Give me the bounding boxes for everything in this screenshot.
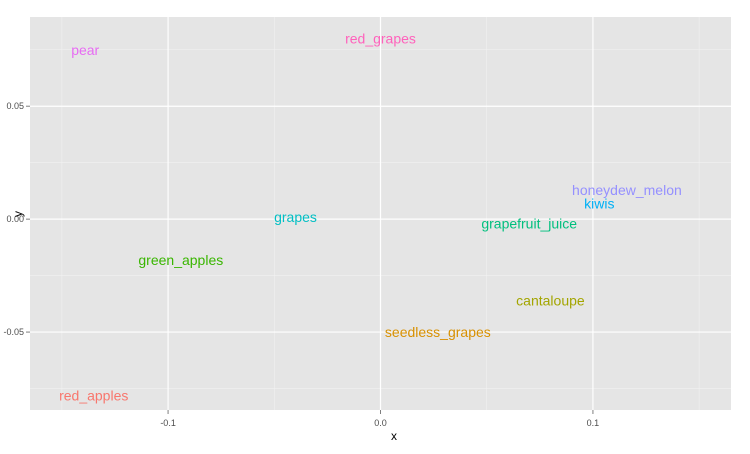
y-tick-label: -0.05 <box>3 327 24 337</box>
point-label-seedless-grapes: seedless_grapes <box>385 324 491 340</box>
x-tick-label: 0.0 <box>374 418 387 428</box>
x-axis-title: x <box>391 429 397 443</box>
point-label-honeydew-melon: honeydew_melon <box>572 182 682 198</box>
point-label-red-grapes: red_grapes <box>345 30 416 46</box>
point-label-grapefruit-juice: grapefruit_juice <box>481 216 577 232</box>
point-label-red-apples: red_apples <box>59 387 128 403</box>
point-label-grapes: grapes <box>274 209 317 225</box>
y-tick-label: 0.05 <box>6 101 24 111</box>
major-gridlines <box>30 17 731 410</box>
point-label-green-apples: green_apples <box>138 252 223 268</box>
x-tick-label: -0.1 <box>160 418 176 428</box>
y-axis-ticks: -0.05 0.00 0.05 <box>3 101 30 337</box>
point-label-cantaloupe: cantaloupe <box>516 292 585 308</box>
point-label-pear: pear <box>71 42 99 58</box>
x-tick-label: 0.1 <box>587 418 600 428</box>
point-label-kiwis: kiwis <box>584 195 614 211</box>
y-tick-label: 0.00 <box>6 214 24 224</box>
y-axis-title: y <box>11 211 25 217</box>
x-axis-ticks: -0.1 0.0 0.1 <box>160 410 599 428</box>
